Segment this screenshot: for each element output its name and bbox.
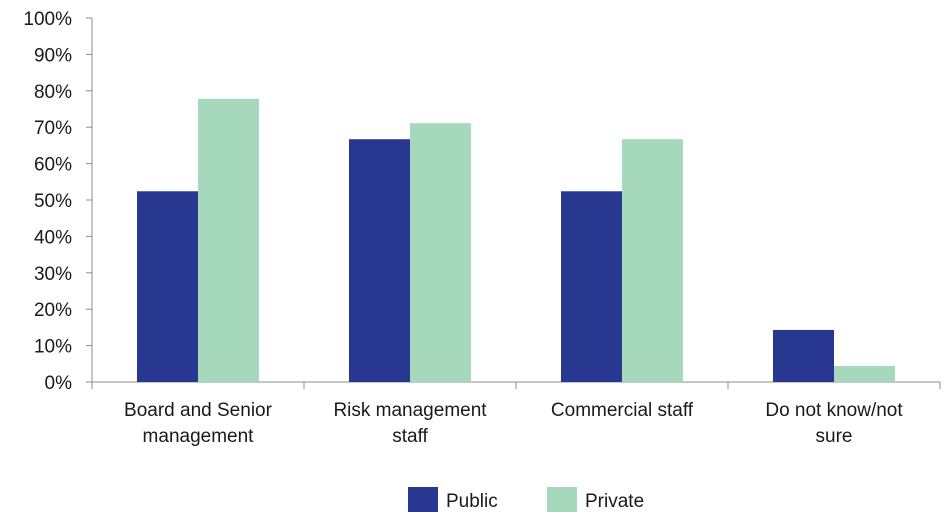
y-axis: 0% 10% 20% 30% 40% 50% 60% 70% 80% 90% 100% bbox=[23, 9, 93, 394]
x-tick-label-line: Board and Senior bbox=[124, 400, 273, 421]
legend-label-public: Public bbox=[446, 491, 498, 512]
y-tick-label: 0% bbox=[45, 373, 73, 394]
bar-public bbox=[561, 191, 622, 382]
y-tick-label: 50% bbox=[34, 191, 72, 212]
bars bbox=[137, 98, 895, 383]
x-tick-label: Risk management staff bbox=[333, 400, 487, 447]
y-tick-label: 90% bbox=[34, 45, 72, 66]
bar-private bbox=[198, 98, 259, 383]
x-tick-label: Commercial staff bbox=[551, 400, 694, 421]
bar-private bbox=[622, 139, 683, 382]
y-tick-label: 40% bbox=[34, 227, 72, 248]
x-tick-label: Board and Senior management bbox=[124, 400, 273, 447]
y-tick-label: 100% bbox=[23, 9, 72, 30]
bar-private bbox=[410, 123, 471, 383]
bar-private bbox=[834, 365, 895, 382]
y-tick-label: 10% bbox=[34, 337, 72, 358]
x-tick-label-line: Do not know/not bbox=[765, 400, 903, 421]
x-tick-label-line: staff bbox=[392, 426, 428, 447]
y-tick-label: 70% bbox=[34, 118, 72, 139]
x-tick-label-line: management bbox=[143, 426, 255, 447]
y-tick-label: 30% bbox=[34, 264, 72, 285]
legend: Public Private bbox=[408, 487, 644, 512]
x-tick-label-line: Commercial staff bbox=[551, 400, 694, 421]
bar-public bbox=[773, 329, 834, 382]
legend-label-private: Private bbox=[585, 491, 644, 512]
bar-public bbox=[349, 139, 410, 382]
y-tick-label: 20% bbox=[34, 300, 72, 321]
y-tick-label: 60% bbox=[34, 155, 72, 176]
x-tick-label-line: sure bbox=[816, 426, 853, 447]
legend-swatch-private bbox=[547, 487, 577, 512]
x-axis: Board and Senior management Risk managemen… bbox=[91, 381, 941, 447]
bar-public bbox=[137, 191, 198, 382]
legend-swatch-public bbox=[408, 487, 438, 512]
x-tick-label: Do not know/not sure bbox=[765, 400, 903, 447]
y-tick-label: 80% bbox=[34, 82, 72, 103]
x-tick-label-line: Risk management bbox=[333, 400, 487, 421]
